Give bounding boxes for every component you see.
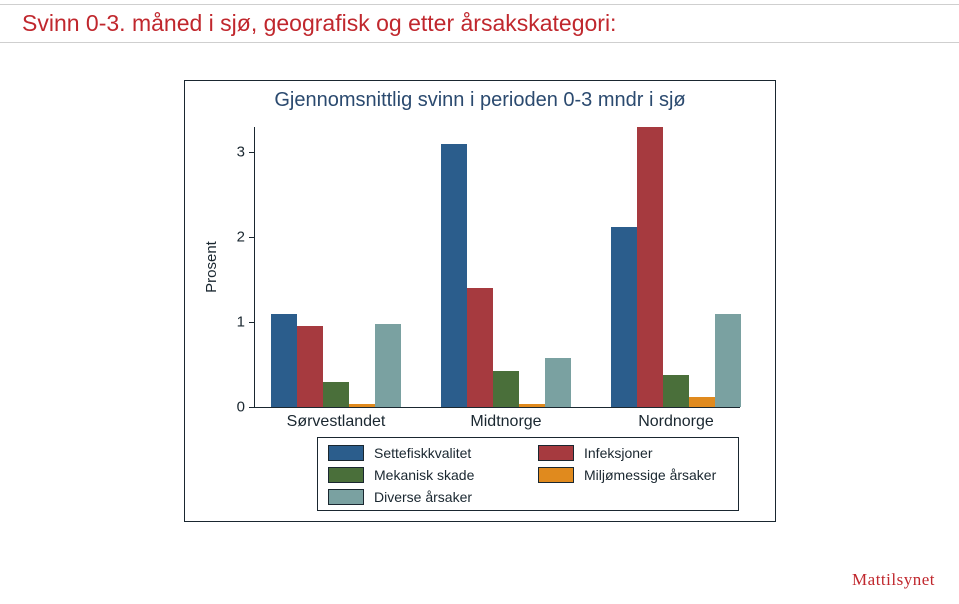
y-tick-label: 0 <box>219 399 245 416</box>
legend-item: Mekanisk skade <box>328 464 474 486</box>
bar-mekanisk <box>323 382 349 407</box>
page-root: Svinn 0-3. måned i sjø, geografisk og et… <box>0 0 959 604</box>
bar-settefisk <box>441 144 467 407</box>
legend-item: Settefiskkvalitet <box>328 442 471 464</box>
legend-label: Mekanisk skade <box>374 467 474 483</box>
footer-logo: Mattilsynet <box>852 570 935 590</box>
legend-item: Diverse årsaker <box>328 486 472 508</box>
x-axis-line <box>255 407 740 408</box>
bar-infeksjon <box>467 288 493 407</box>
y-tick-label: 2 <box>219 229 245 246</box>
y-tick <box>249 407 255 408</box>
bar-settefisk <box>271 314 297 407</box>
bar-infeksjon <box>297 326 323 407</box>
legend-swatch-diverse <box>328 489 364 505</box>
legend-swatch-miljo <box>538 467 574 483</box>
y-axis-line <box>254 127 255 407</box>
bar-diverse <box>545 358 571 407</box>
rule-under-title <box>0 42 959 43</box>
chart-container: Gjennomsnittlig svinn i perioden 0-3 mnd… <box>184 80 776 522</box>
chart-title: Gjennomsnittlig svinn i perioden 0-3 mnd… <box>185 89 775 112</box>
legend-label: Infeksjoner <box>584 445 652 461</box>
bar-mekanisk <box>493 371 519 407</box>
x-category-label: Nordnorge <box>616 413 736 431</box>
x-category-label: Sørvestlandet <box>276 413 396 431</box>
legend-swatch-settefisk <box>328 445 364 461</box>
y-axis-title: Prosent <box>203 127 223 407</box>
rule-top <box>0 4 959 5</box>
bar-diverse <box>375 324 401 407</box>
legend-item: Infeksjoner <box>538 442 652 464</box>
bar-infeksjon <box>637 127 663 407</box>
y-tick-label: 3 <box>219 144 245 161</box>
legend-label: Miljømessige årsaker <box>584 467 716 483</box>
legend-label: Diverse årsaker <box>374 489 472 505</box>
plot-area: 0123SørvestlandetMidtnorgeNordnorge <box>255 127 740 407</box>
page-title: Svinn 0-3. måned i sjø, geografisk og et… <box>22 10 616 37</box>
bar-miljo <box>519 404 545 407</box>
y-tick <box>249 322 255 323</box>
bar-miljo <box>689 397 715 407</box>
y-tick <box>249 152 255 153</box>
legend-swatch-infeksjon <box>538 445 574 461</box>
legend-item: Miljømessige årsaker <box>538 464 716 486</box>
legend-box: Settefiskkvalitet Infeksjoner Mekanisk s… <box>317 437 739 511</box>
bar-miljo <box>349 404 375 407</box>
legend-swatch-mekanisk <box>328 467 364 483</box>
x-category-label: Midtnorge <box>446 413 566 431</box>
bar-settefisk <box>611 227 637 407</box>
y-tick-label: 1 <box>219 314 245 331</box>
bar-diverse <box>715 314 741 407</box>
bar-mekanisk <box>663 375 689 407</box>
y-tick <box>249 237 255 238</box>
legend-label: Settefiskkvalitet <box>374 445 471 461</box>
